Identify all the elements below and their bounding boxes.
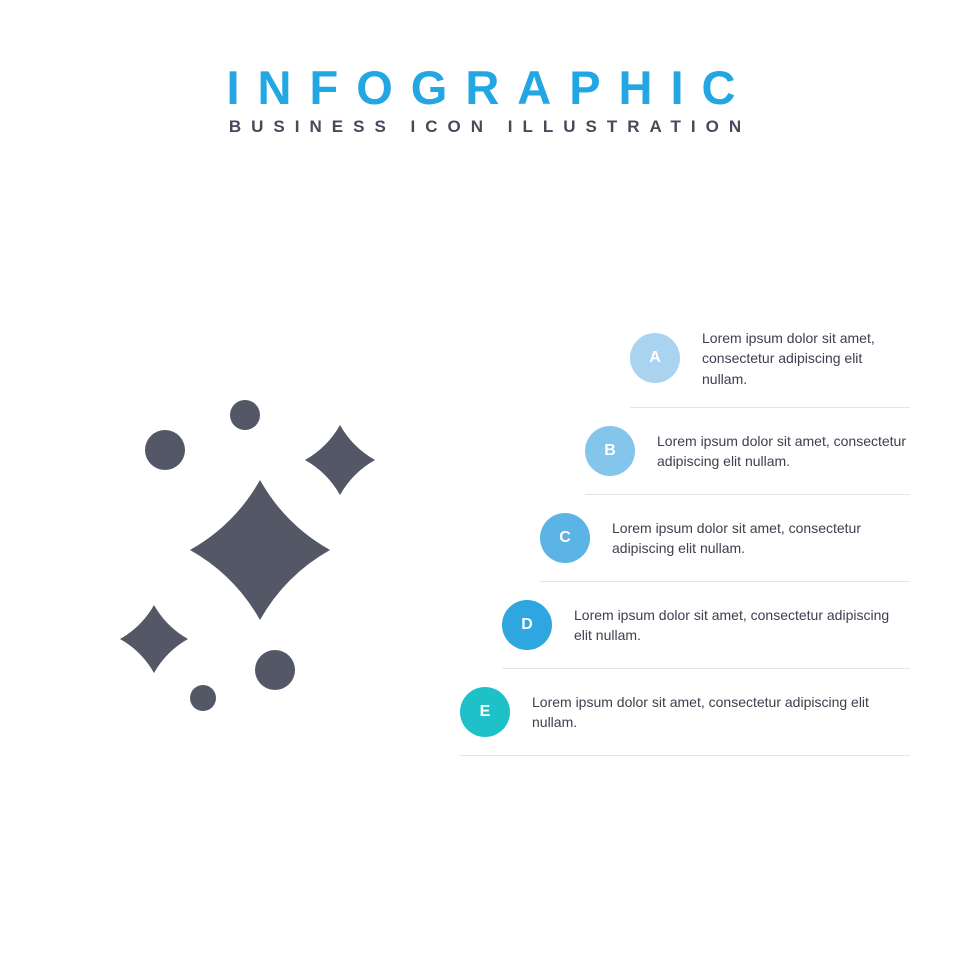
step-item-d: D Lorem ipsum dolor sit amet, consectetur…	[502, 582, 910, 669]
step-item-b: B Lorem ipsum dolor sit amet, consectetur…	[585, 408, 910, 495]
step-text: Lorem ipsum dolor sit amet, consectetur …	[532, 692, 910, 733]
step-item-a: A Lorem ipsum dolor sit amet, consectetur…	[630, 310, 910, 408]
step-list: A Lorem ipsum dolor sit amet, consectetur…	[460, 310, 910, 756]
step-item-e: E Lorem ipsum dolor sit amet, consectetur…	[460, 669, 910, 756]
step-bullet-a: A	[630, 333, 680, 383]
page-title: INFOGRAPHIC	[0, 60, 980, 115]
page-subtitle: BUSINESS ICON ILLUSTRATION	[0, 117, 980, 137]
step-text: Lorem ipsum dolor sit amet, consectetur …	[612, 518, 910, 559]
step-bullet-c: C	[540, 513, 590, 563]
sparkle-icon	[80, 395, 400, 715]
step-text: Lorem ipsum dolor sit amet, consectetur …	[657, 431, 910, 472]
step-item-c: C Lorem ipsum dolor sit amet, consectetur…	[540, 495, 910, 582]
step-bullet-b: B	[585, 426, 635, 476]
step-bullet-d: D	[502, 600, 552, 650]
step-text: Lorem ipsum dolor sit amet, consectetur …	[702, 328, 910, 389]
step-text: Lorem ipsum dolor sit amet, consectetur …	[574, 605, 910, 646]
step-bullet-e: E	[460, 687, 510, 737]
header: INFOGRAPHIC BUSINESS ICON ILLUSTRATION	[0, 0, 980, 137]
